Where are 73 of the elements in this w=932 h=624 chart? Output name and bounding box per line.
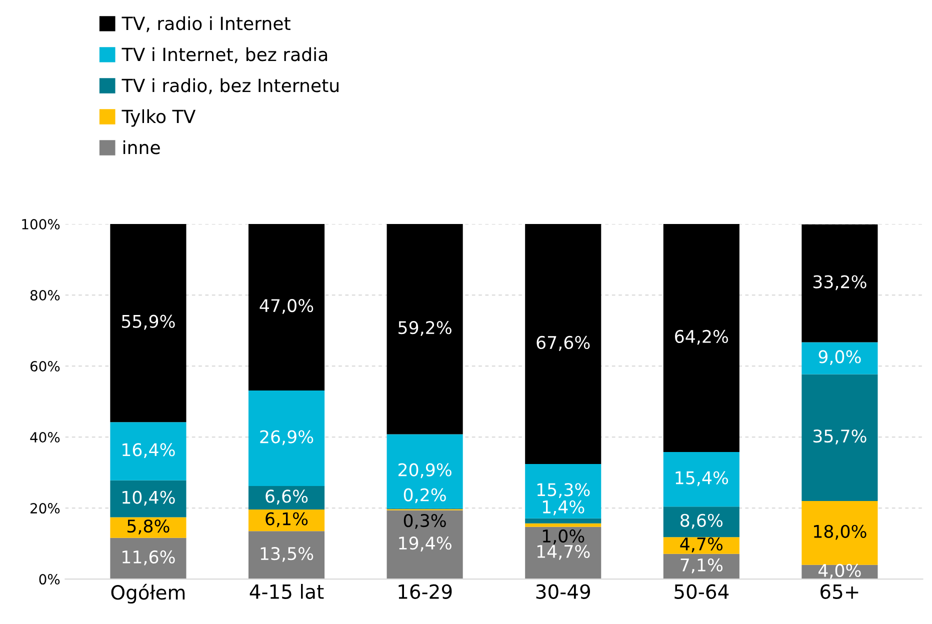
bar [110, 224, 186, 422]
y-tick-label: 40% [30, 432, 60, 443]
bar [110, 538, 186, 580]
data-label: 4,0% [818, 564, 861, 579]
data-label: 64,2% [675, 330, 728, 345]
bar [248, 486, 325, 510]
legend-label: inne [124, 140, 160, 154]
data-label: 6,6% [266, 490, 308, 505]
bar [525, 523, 602, 527]
data-label: 13,5% [260, 547, 314, 562]
data-label: 11,6% [122, 550, 175, 566]
x-tick-label: 50-64 [674, 584, 729, 599]
legend-label: TV i radio, bez Internetu [122, 78, 338, 94]
legend-label: TV, radio i Internet [122, 16, 290, 32]
bar [663, 506, 740, 538]
data-label: 35,7% [813, 429, 866, 444]
data-label: 19,4% [399, 536, 452, 552]
bar [525, 464, 602, 518]
x-tick-label: Ogółem [111, 584, 185, 604]
bar [386, 224, 463, 434]
bar [248, 531, 325, 580]
data-label: 0,3% [404, 514, 446, 529]
data-label: 59,2% [398, 321, 452, 336]
y-tick-label: 0% [39, 574, 60, 585]
x-tick-label: 65+ [820, 584, 858, 599]
bar [663, 537, 740, 554]
data-label: 15,3% [537, 483, 590, 498]
data-label: 33,2% [813, 275, 866, 290]
y-tick-label: 20% [30, 503, 60, 514]
legend-label: TV i Internet, bez radia [122, 47, 328, 64]
data-label: 0,2% [404, 488, 446, 504]
bar [663, 452, 740, 507]
data-label: 6,1% [266, 512, 308, 528]
data-label: 8,6% [680, 514, 722, 529]
bar [110, 480, 186, 518]
bar [663, 224, 740, 452]
bar [525, 526, 602, 580]
data-label: 5,8% [128, 519, 170, 534]
data-label: 20,9% [398, 463, 452, 478]
data-label: 9,0% [818, 350, 861, 366]
bar [248, 390, 325, 486]
y-tick-label: 100% [22, 218, 60, 230]
data-label: 18,0% [814, 524, 866, 540]
x-tick-label: 4-15 lat [250, 584, 324, 599]
bar [248, 224, 325, 391]
bar [386, 434, 463, 508]
data-label: 7,1% [680, 558, 722, 574]
bar [110, 422, 186, 480]
data-label: 1,4% [542, 500, 584, 516]
data-label: 15,4% [676, 471, 728, 486]
legend-label: Tylko TV [122, 109, 196, 127]
data-label: 67,6% [536, 336, 590, 351]
bar [525, 518, 602, 524]
bar [525, 224, 602, 464]
x-tick-label: 16-29 [398, 584, 452, 599]
bar [663, 554, 740, 580]
bar [802, 500, 878, 565]
data-label: 47,0% [260, 299, 314, 314]
data-label: 14,7% [537, 544, 590, 560]
data-label: 16,4% [122, 443, 175, 458]
data-label: 4,7% [680, 537, 722, 552]
data-label: 26,9% [260, 430, 314, 446]
data-label: 10,4% [122, 490, 175, 506]
data-label: 55,9% [122, 314, 175, 330]
bar [386, 510, 463, 580]
x-tick-label: 30-49 [536, 584, 590, 599]
bar [248, 509, 325, 532]
bar [802, 342, 878, 374]
bar [802, 374, 878, 501]
bar [802, 224, 878, 342]
y-tick-label: 80% [30, 290, 60, 300]
y-tick-label: 60% [30, 361, 60, 372]
data-label: 1,0% [542, 529, 584, 544]
